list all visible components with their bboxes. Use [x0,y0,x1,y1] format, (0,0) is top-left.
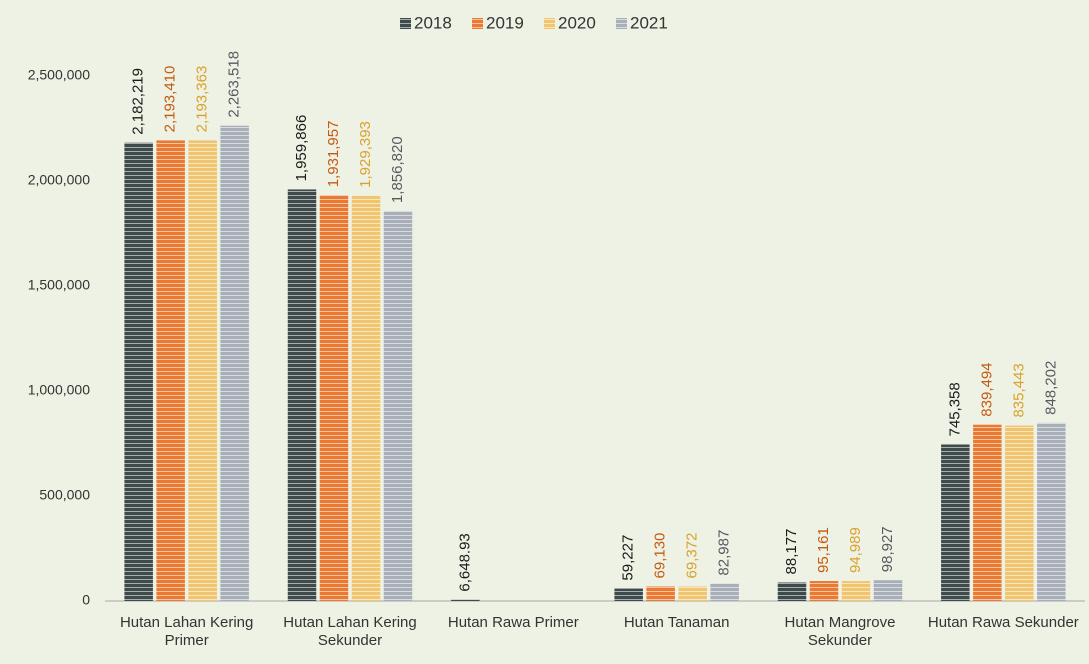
bar [383,211,413,601]
data-label: 835,443 [1010,363,1027,417]
x-tick-label: Hutan Tanaman [623,614,730,631]
data-label: 98,927 [879,526,896,572]
legend-label: 2020 [558,13,596,32]
bar [614,588,643,601]
y-tick-label: 2,000,000 [28,172,90,188]
data-label: 1,929,393 [357,121,374,188]
bar [777,582,807,601]
y-tick-label: 0 [82,592,90,608]
bar [287,189,317,601]
legend-label: 2019 [486,13,524,32]
data-label: 6,648.93 [456,533,473,591]
x-tick-label: Hutan Mangrove Sekunder [784,614,896,649]
y-tick-label: 1,500,000 [28,277,90,293]
data-label: 839,494 [978,362,995,416]
data-label: 1,856,820 [389,136,406,203]
bar [451,599,480,601]
legend-label: 2021 [630,13,668,32]
bar [351,195,381,602]
legend-swatch [544,18,555,29]
bar [1037,422,1066,601]
data-label: 1,959,866 [293,115,310,182]
legend-swatch [616,18,627,29]
legend-swatch [472,18,483,29]
x-tick-label: Hutan Rawa Primer [447,614,579,631]
data-label: 2,193,410 [162,66,179,133]
bar [156,140,185,601]
data-label: 88,177 [783,529,800,575]
data-label: 848,202 [1042,361,1059,415]
bar [973,424,1002,601]
bar [319,195,349,601]
bar [124,142,153,601]
bar [873,580,903,601]
data-label: 69,372 [684,533,701,579]
data-label: 2,193,363 [194,66,211,133]
bar [841,581,871,601]
data-label: 82,987 [716,530,733,576]
bar [188,140,217,601]
y-tick-label: 1,000,000 [28,382,90,398]
data-label: 69,130 [652,533,669,579]
bar [941,444,970,601]
bar [1005,425,1034,601]
bar [809,581,839,601]
legend-swatch [400,18,411,29]
data-label: 1,931,957 [325,121,342,188]
y-tick-label: 500,000 [39,487,90,503]
x-tick-label: Hutan Lahan Kering Sekunder [283,614,417,649]
bar [646,586,675,601]
data-label: 745,358 [946,382,963,436]
bar [710,583,739,601]
legend-label: 2018 [414,13,452,32]
bar [678,586,707,601]
data-label: 2,182,219 [130,68,147,135]
x-tick-label: Hutan Lahan Kering Primer [119,614,254,649]
data-label: 94,989 [847,527,864,573]
bar [220,125,249,601]
data-label: 2,263,518 [226,51,243,118]
data-label: 95,161 [815,527,832,573]
y-tick-label: 2,500,000 [28,67,90,83]
data-label: 59,227 [620,535,637,581]
x-tick-label: Hutan Rawa Sekunder [927,614,1079,631]
